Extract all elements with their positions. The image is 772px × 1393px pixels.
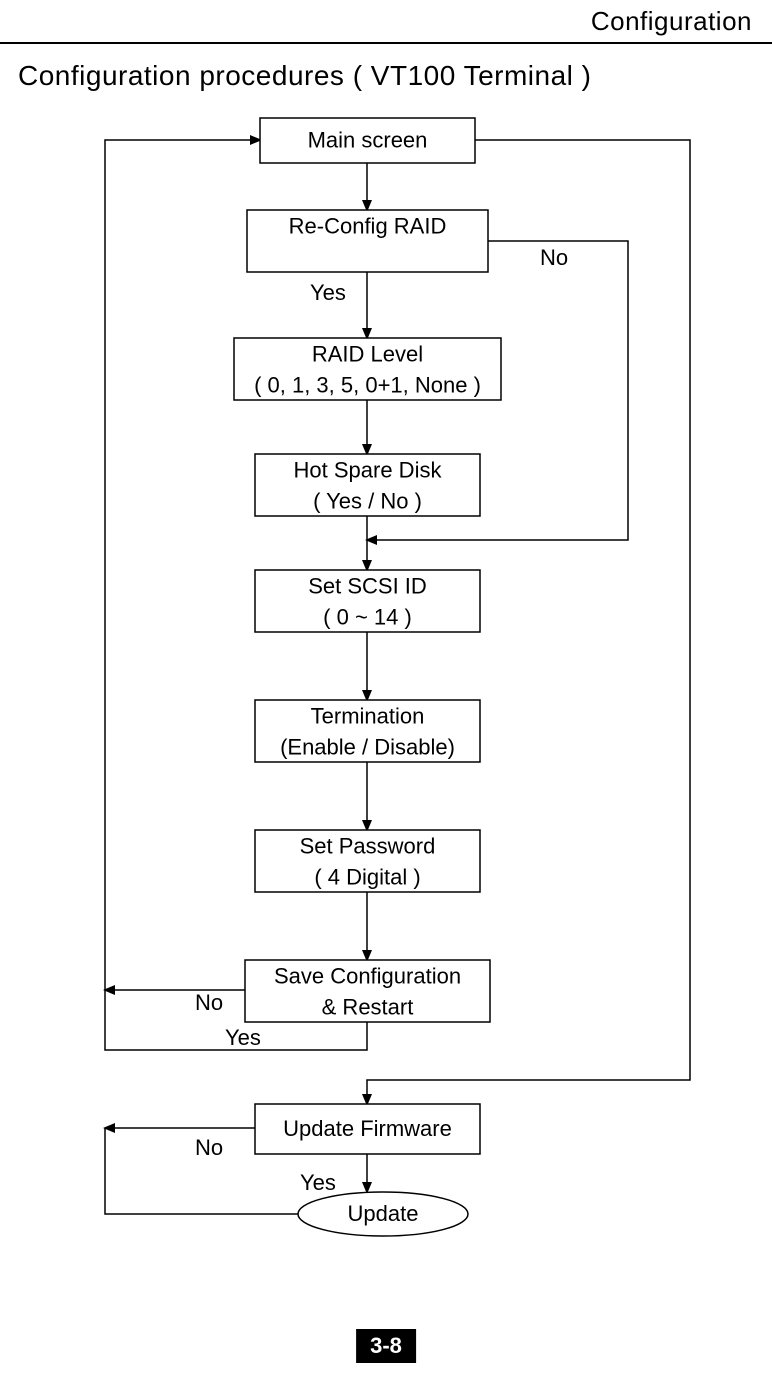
node-text-term-1: (Enable / Disable) — [280, 734, 455, 759]
flowchart: Main screen Re-Config RAID RAID Level ( 0, … — [0, 0, 772, 1393]
node-text-scsiid-0: Set SCSI ID — [308, 573, 427, 598]
edge-label: No — [195, 990, 223, 1015]
edge-label: Yes — [225, 1025, 261, 1050]
node-text-password-0: Set Password — [300, 833, 436, 858]
node-text-update: Update — [348, 1201, 419, 1226]
node-text-scsiid-1: ( 0 ~ 14 ) — [323, 604, 412, 629]
node-text-raidlevel-1: ( 0, 1, 3, 5, 0+1, None ) — [254, 372, 481, 397]
edge-label: Yes — [310, 280, 346, 305]
node-text-hotspare-0: Hot Spare Disk — [294, 457, 443, 482]
node-text-updatefw: Update Firmware — [283, 1116, 452, 1141]
node-text-reconfig-0: Re-Config RAID — [289, 213, 447, 238]
node-text-raidlevel-0: RAID Level — [312, 341, 423, 366]
edge-label: Yes — [300, 1170, 336, 1195]
node-text-save-1: & Restart — [322, 994, 414, 1019]
node-text-hotspare-1: ( Yes / No ) — [313, 488, 422, 513]
page-number-badge: 3-8 — [356, 1329, 416, 1363]
edge-label: No — [195, 1135, 223, 1160]
node-text-term-0: Termination — [311, 703, 425, 728]
node-text-main: Main screen — [308, 127, 428, 152]
edge-label: No — [540, 245, 568, 270]
node-text-save-0: Save Configuration — [274, 963, 461, 988]
node-text-password-1: ( 4 Digital ) — [314, 864, 420, 889]
